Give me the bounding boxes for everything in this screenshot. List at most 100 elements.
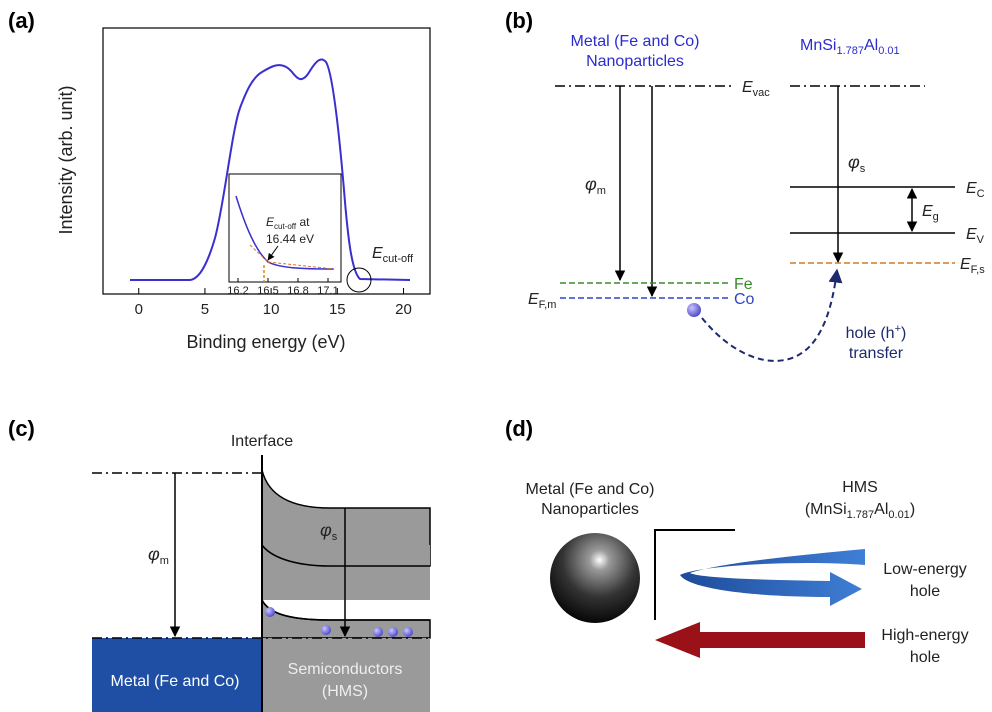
nanoparticle — [550, 533, 640, 623]
x-tick-label: 16.5 — [257, 285, 278, 297]
cut-off-circle — [346, 267, 372, 293]
semiconductor-block — [262, 638, 430, 712]
symbol: E — [266, 215, 275, 229]
hole — [265, 607, 275, 617]
subscript: vac — [753, 87, 771, 99]
subscript: cut-off — [383, 253, 414, 265]
hole — [403, 627, 413, 637]
semi-label: (HMS) — [322, 683, 368, 700]
metal-label: Nanoparticles — [586, 53, 684, 70]
transfer-arrow — [701, 268, 843, 362]
hole-label: hole (h+) — [846, 323, 907, 342]
panel-a: (a) Intensity (arb. unit) Binding energy… — [8, 8, 431, 352]
hms-label: HMS — [842, 479, 878, 496]
x-tick-label: 0 — [135, 301, 143, 318]
subscript: V — [977, 234, 985, 246]
text: ) — [901, 325, 906, 342]
x-tick-label: 15 — [329, 301, 346, 318]
co-label: Co — [734, 291, 755, 308]
metal-block — [92, 638, 262, 712]
subscript: g — [933, 211, 939, 223]
subscript: s — [332, 531, 338, 543]
plot-frame — [102, 27, 431, 295]
subscript: F,m — [539, 299, 557, 311]
symbol: E — [966, 180, 977, 197]
panel-label: (b) — [505, 8, 533, 33]
subscript: 1.787 — [836, 45, 864, 57]
low-label: Low-energy — [883, 561, 967, 578]
x-tick-label: 16.8 — [287, 285, 308, 297]
panel-label: (d) — [505, 416, 533, 441]
phi-s-label: φs — [320, 520, 338, 543]
metal-label: Nanoparticles — [541, 501, 639, 518]
x-tick-label: 16.2 — [227, 285, 248, 297]
panel-label: (c) — [8, 416, 35, 441]
hole — [373, 627, 383, 637]
text: MnSi — [800, 37, 836, 54]
high-label: High-energy — [881, 627, 968, 644]
hms-formula: (MnSi1.787Al0.01) — [805, 501, 915, 521]
text: (MnSi — [805, 501, 847, 518]
band-gap-fill — [262, 545, 430, 600]
superscript: + — [895, 323, 901, 335]
low-energy-arrow — [680, 549, 865, 606]
interface-line — [654, 529, 735, 620]
evac-label: Evac — [742, 79, 770, 99]
subscript: F,s — [971, 264, 986, 276]
x-tick-label: 10 — [263, 301, 280, 318]
arrow — [267, 245, 279, 261]
subscript: 1.787 — [847, 509, 875, 521]
interface-label: Interface — [231, 433, 293, 450]
subscript: s — [860, 163, 866, 175]
text: at — [296, 215, 310, 229]
symbol: φ — [320, 520, 332, 540]
high-energy-arrow — [655, 622, 865, 658]
metal-label: Metal (Fe and Co) — [571, 33, 700, 50]
subscript: m — [597, 185, 606, 197]
hms-label: MnSi1.787Al0.01 — [800, 37, 900, 57]
symbol: φ — [848, 152, 860, 172]
band-edges — [261, 544, 430, 621]
x-tick-label: 17.1 — [317, 285, 338, 297]
symbol: E — [966, 226, 977, 243]
y-axis-label: Intensity (arb. unit) — [56, 85, 76, 234]
panel-label: (a) — [8, 8, 35, 33]
semi-label: Semiconductors — [288, 661, 403, 678]
symbol: φ — [585, 174, 597, 194]
fe-label: Fe — [734, 276, 753, 293]
x-axis-label: Binding energy (eV) — [186, 332, 345, 352]
phi-s-label: φs — [848, 152, 866, 175]
metal-label: Metal (Fe and Co) — [526, 481, 655, 498]
subscript: m — [160, 555, 169, 567]
phi-m-label: φm — [585, 174, 606, 197]
metal-label: Metal (Fe and Co) — [111, 673, 240, 690]
symbol: E — [922, 203, 933, 220]
symbol: φ — [148, 544, 160, 564]
text: Al — [864, 37, 878, 54]
hole — [687, 303, 701, 317]
text: Al — [874, 501, 888, 518]
subscript: cut-off — [274, 222, 297, 231]
subscript: C — [977, 188, 985, 200]
symbol: E — [742, 79, 753, 96]
symbol: E — [528, 291, 539, 308]
symbol: E — [372, 245, 383, 262]
hole — [321, 625, 331, 635]
subscript: 0.01 — [878, 45, 899, 57]
ec-label: EC — [966, 180, 985, 200]
subscript: 0.01 — [888, 509, 909, 521]
text: ) — [910, 501, 915, 518]
text: hole (h — [846, 325, 895, 342]
efm-label: EF,m — [528, 291, 556, 311]
efs-label: EF,s — [960, 256, 985, 276]
panel-d: (d) Metal (Fe and Co) Nanoparticles HMS … — [505, 416, 969, 666]
x-tick-label: 5 — [201, 301, 209, 318]
ev-label: EV — [966, 226, 985, 246]
transfer-label: transfer — [849, 345, 904, 362]
low-label: hole — [910, 583, 940, 600]
inset-curve — [235, 195, 335, 270]
hole — [388, 627, 398, 637]
eg-label: Eg — [922, 203, 939, 223]
